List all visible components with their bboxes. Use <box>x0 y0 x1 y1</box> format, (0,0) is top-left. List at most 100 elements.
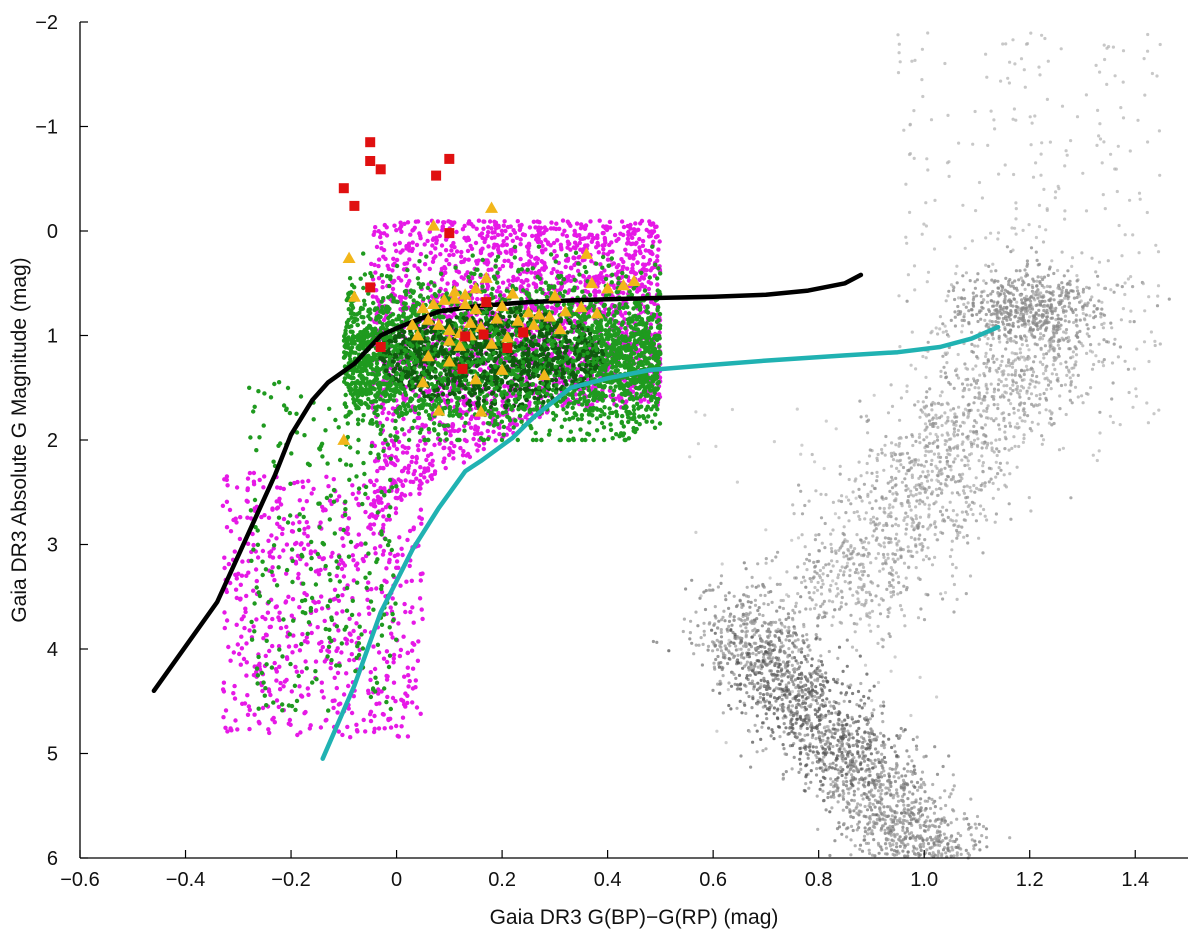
field-star-point <box>900 811 904 815</box>
field-star-point <box>815 727 819 731</box>
field-star-point <box>903 477 907 481</box>
field-star-point <box>797 770 801 775</box>
field-star-point <box>848 749 852 754</box>
field-star-point <box>913 538 917 542</box>
field-star-point <box>1067 301 1072 305</box>
field-star-point <box>1034 250 1038 254</box>
field-star-point <box>897 51 901 55</box>
field-star-point <box>892 775 896 779</box>
field-star-point <box>810 726 814 730</box>
field-star-point <box>761 721 765 725</box>
field-star-point <box>930 853 934 858</box>
field-star-point <box>768 576 772 580</box>
field-star-point <box>1019 276 1023 280</box>
field-star-point <box>867 454 872 458</box>
field-star-point <box>806 756 810 760</box>
field-star-point <box>880 797 884 801</box>
field-star-point <box>894 853 899 857</box>
field-star-point <box>1029 366 1034 370</box>
field-star-point <box>857 585 861 590</box>
field-star-point <box>890 814 894 818</box>
field-star-point <box>855 648 859 652</box>
field-star-point <box>727 651 732 655</box>
field-star-point <box>971 291 975 295</box>
field-star-point <box>781 743 785 747</box>
field-star-point <box>972 483 976 488</box>
field-star-point <box>735 706 739 710</box>
field-star-point <box>1044 366 1048 370</box>
field-star-point <box>878 506 882 510</box>
field-star-point <box>774 699 778 703</box>
field-star-point <box>932 247 937 251</box>
field-star-point <box>858 803 863 807</box>
field-star-point <box>1071 355 1075 359</box>
field-star-point <box>829 704 833 708</box>
field-star-point <box>938 394 943 398</box>
field-star-point <box>965 534 969 538</box>
field-star-point <box>966 416 970 420</box>
field-star-point <box>931 490 935 494</box>
field-star-point <box>940 488 944 492</box>
field-star-point <box>835 559 839 564</box>
field-star-point <box>836 738 840 743</box>
field-star-point <box>864 536 868 540</box>
field-star-point <box>855 567 859 572</box>
field-star-point <box>803 675 807 679</box>
field-star-point <box>758 691 762 696</box>
field-star-point <box>854 496 858 500</box>
field-star-point <box>1009 361 1013 365</box>
field-star-point <box>787 681 791 685</box>
field-star-point <box>981 306 985 310</box>
field-star-point <box>919 785 924 790</box>
field-star-point <box>733 632 737 637</box>
field-star-point <box>1038 360 1042 364</box>
field-star-point <box>868 826 872 831</box>
field-star-point <box>809 579 814 584</box>
field-star-point <box>904 774 908 778</box>
field-star-point <box>1155 304 1160 308</box>
field-star-point <box>774 555 778 559</box>
field-star-point <box>902 792 906 796</box>
field-star-point <box>896 71 901 75</box>
field-star-point <box>864 793 869 797</box>
field-star-point <box>826 795 830 800</box>
field-star-point <box>791 608 795 613</box>
field-star-point <box>950 419 954 423</box>
field-star-point <box>762 679 767 683</box>
field-star-point <box>737 647 741 651</box>
field-star-point <box>879 704 883 708</box>
field-star-point <box>1024 339 1028 343</box>
field-star-point <box>880 495 884 499</box>
field-star-point <box>825 680 830 684</box>
field-star-point <box>1032 335 1037 339</box>
field-star-point <box>796 661 800 665</box>
field-star-point <box>777 687 781 691</box>
field-star-point <box>814 637 818 641</box>
field-star-point <box>1020 419 1024 423</box>
field-star-point <box>795 717 799 722</box>
field-star-point <box>1110 397 1114 401</box>
field-star-point <box>880 848 884 852</box>
field-star-point <box>780 679 784 683</box>
field-star-point <box>1061 285 1065 290</box>
field-star-point <box>1070 264 1074 268</box>
field-star-point <box>1045 97 1049 101</box>
field-star-point <box>904 235 908 239</box>
field-star-point <box>1069 383 1073 387</box>
magenta-star-point <box>425 238 430 244</box>
field-star-point <box>808 596 812 600</box>
field-star-point <box>883 443 887 447</box>
field-star-point <box>1013 62 1017 66</box>
field-star-point <box>739 624 743 628</box>
field-star-point <box>986 358 990 362</box>
field-star-point <box>1017 308 1021 312</box>
field-star-point <box>992 403 996 407</box>
field-star-point <box>1050 336 1054 340</box>
field-star-point <box>1029 392 1034 396</box>
field-star-point <box>947 289 951 293</box>
field-star-point <box>772 706 777 710</box>
field-star-point <box>1153 339 1157 343</box>
field-star-point <box>847 770 851 774</box>
field-star-point <box>944 455 949 460</box>
field-star-point <box>920 232 924 236</box>
